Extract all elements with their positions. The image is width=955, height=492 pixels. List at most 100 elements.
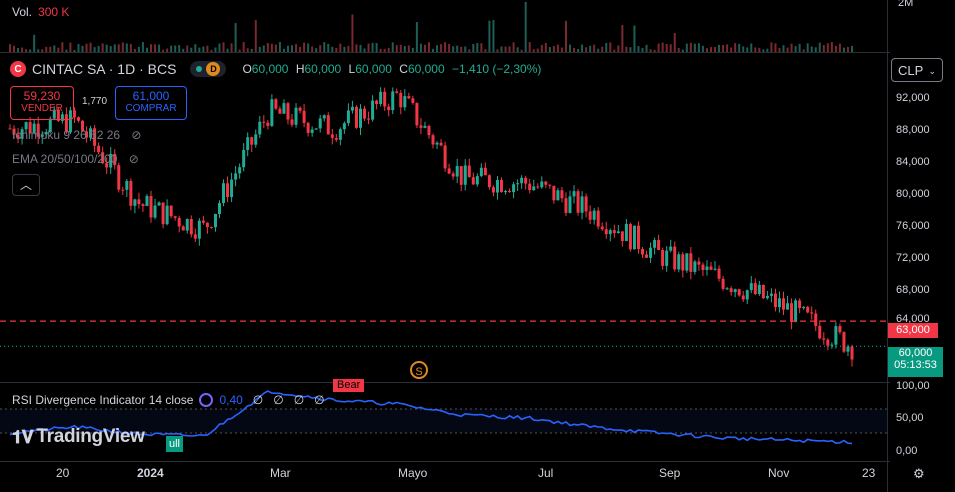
price-axis-label: 72,000 — [896, 252, 930, 264]
volume-bar — [669, 44, 672, 52]
volume-bar — [625, 46, 628, 52]
candle-body — [391, 91, 395, 111]
candle-body — [371, 100, 375, 120]
candle-body — [504, 190, 508, 193]
candle-body — [532, 186, 536, 191]
candle-body — [451, 173, 455, 177]
candle-body — [85, 131, 89, 138]
alert-price-tag[interactable]: 63,000 — [888, 323, 938, 338]
volume-bar — [544, 42, 547, 52]
volume-bar — [347, 45, 350, 52]
currency-value: CLP — [898, 63, 924, 78]
candle-body — [455, 166, 459, 177]
volume-bar — [166, 48, 169, 52]
symbol-name[interactable]: CINTAC SA · 1D · BCS — [32, 61, 177, 77]
volume-bar — [113, 44, 116, 52]
volume-bar — [77, 44, 80, 52]
settings-gear-icon[interactable]: ⚙ — [913, 466, 925, 481]
rsi-chart[interactable] — [0, 383, 887, 461]
candle-body — [298, 107, 302, 111]
candle-body — [68, 110, 72, 133]
candle-body — [44, 132, 48, 135]
candle-body — [471, 177, 475, 185]
pane-divider-time — [0, 461, 890, 462]
volume-bar — [500, 46, 503, 52]
candle-body — [250, 137, 254, 145]
volume-bar — [633, 25, 636, 52]
currency-select[interactable]: CLP ⌄ — [891, 58, 943, 82]
collapse-legend-button[interactable]: ︿ — [12, 174, 40, 196]
price-axis-label: 76,000 — [896, 220, 930, 232]
volume-bar — [121, 42, 124, 52]
volume-bar — [556, 44, 559, 52]
candle-body — [475, 176, 479, 185]
symbol-header: C CINTAC SA · 1D · BCS D O60,000 H60,000… — [10, 61, 545, 77]
candle-body — [790, 303, 794, 322]
volume-bar — [238, 49, 241, 52]
rsi-legend[interactable]: RSI Divergence Indicator 14 close 0,40 ∅… — [12, 393, 325, 407]
buy-button[interactable]: 61,000 COMPRAR — [115, 86, 187, 120]
volume-bar — [613, 49, 616, 52]
candle-body — [636, 225, 640, 249]
candle-body — [536, 186, 540, 188]
candle-body — [101, 152, 105, 164]
candle-body — [274, 99, 278, 109]
time-axis-label: 20 — [56, 466, 70, 480]
candle-body — [435, 142, 439, 145]
volume-bar — [81, 45, 84, 52]
volume-bar — [508, 46, 511, 52]
candle-body — [105, 163, 109, 168]
tradingview-logo[interactable]: 𝟏𝐕 TradingView — [12, 426, 145, 448]
candle-body — [234, 173, 238, 180]
candle-body — [620, 231, 624, 242]
indicator-ichimoku[interactable]: Ichimoku 9 26 52 26 ⊘ — [12, 128, 141, 142]
candle-body — [363, 108, 367, 119]
candle-body — [649, 247, 653, 258]
candle-body — [20, 129, 24, 139]
volume-bar — [327, 43, 330, 52]
volume-bar — [673, 32, 676, 52]
volume-bar — [581, 44, 584, 52]
volume-bar — [609, 42, 612, 52]
session-status[interactable]: D — [190, 61, 227, 77]
indicator-ema[interactable]: EMA 20/50/100/200 ⊘ — [12, 152, 139, 166]
volume-bar — [681, 49, 684, 52]
candle-body — [665, 250, 669, 266]
candle-body — [653, 240, 657, 248]
volume-bar — [750, 43, 753, 52]
split-event-icon[interactable]: S — [410, 361, 428, 379]
volume-bar — [597, 48, 600, 52]
volume-bar — [387, 47, 390, 52]
volume-bar — [73, 49, 76, 52]
candle-body — [628, 223, 632, 250]
candle-body — [544, 181, 548, 185]
volume-bar — [158, 44, 161, 52]
volume-bar — [150, 44, 153, 52]
ema-label: EMA 20/50/100/200 — [12, 152, 118, 166]
candle-body — [564, 198, 568, 213]
candle-body — [278, 108, 282, 114]
low-value: 60,000 — [355, 62, 392, 76]
candle-body — [64, 114, 68, 133]
volume-bar — [319, 45, 322, 52]
volume-bar — [383, 48, 386, 52]
volume-bar — [448, 43, 451, 52]
volume-bar — [174, 45, 177, 52]
volume-bar — [101, 43, 104, 52]
candle-body — [56, 109, 60, 121]
volume-bar — [601, 46, 604, 52]
volume-bar — [726, 44, 729, 52]
candle-body — [165, 205, 169, 225]
volume-bar — [697, 43, 700, 52]
candle-body — [641, 248, 645, 255]
candle-body — [121, 189, 125, 191]
price-chart[interactable] — [0, 53, 887, 381]
volume-axis-label: 2M — [898, 0, 914, 9]
hide-eye-icon[interactable]: ⊘ — [131, 128, 142, 142]
candle-body — [612, 230, 616, 233]
candle-body — [705, 266, 709, 270]
sell-button[interactable]: 59,230 VENDER — [10, 86, 74, 120]
candle-body — [757, 284, 761, 295]
hide-eye-icon[interactable]: ⊘ — [128, 152, 139, 166]
candle-body — [516, 183, 520, 185]
